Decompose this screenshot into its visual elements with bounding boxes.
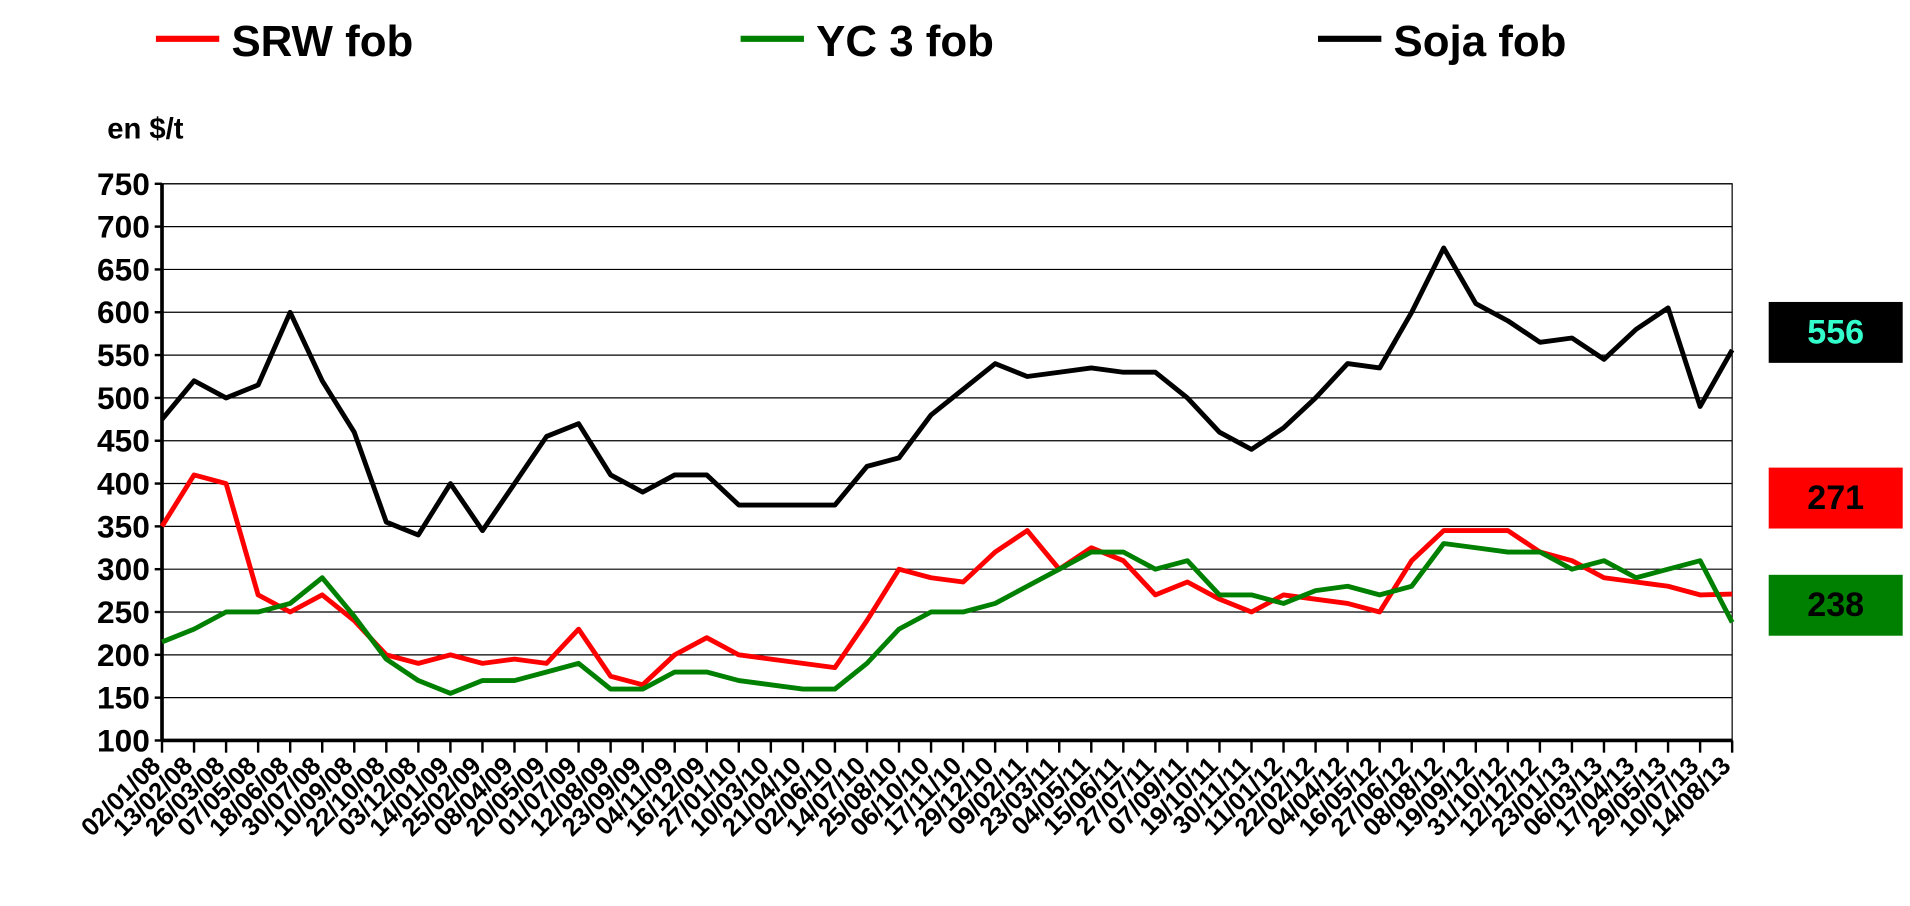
legend-label: YC 3 fob	[816, 17, 994, 66]
legend-label: Soja fob	[1394, 17, 1567, 66]
y-tick-label: 300	[97, 551, 150, 587]
end-label: 556	[1807, 313, 1864, 351]
y-tick-label: 450	[97, 423, 150, 459]
y-tick-label: 250	[97, 594, 150, 630]
end-label-box	[1768, 574, 1903, 636]
y-tick-label: 500	[97, 380, 150, 416]
y-tick-label: 350	[97, 508, 150, 544]
series-line	[160, 245, 1735, 538]
end-label: 238	[1807, 586, 1864, 624]
end-label-box	[1768, 301, 1903, 363]
end-label-box	[1768, 467, 1903, 529]
y-tick-label: 700	[97, 209, 150, 245]
y-tick-label: 600	[97, 294, 150, 330]
y-axis-label: en $/t	[107, 114, 184, 146]
legend-label: SRW fob	[231, 17, 413, 66]
end-label: 271	[1807, 479, 1864, 517]
y-tick-label: 100	[97, 722, 150, 758]
y-tick-label: 150	[97, 680, 150, 716]
y-tick-label: 650	[97, 251, 150, 287]
series-line	[159, 472, 1733, 688]
y-tick-label: 400	[97, 466, 150, 502]
series-line	[161, 541, 1735, 696]
y-tick-label: 550	[97, 337, 150, 373]
y-tick-label: 200	[97, 637, 150, 673]
y-tick-label: 750	[97, 166, 150, 202]
